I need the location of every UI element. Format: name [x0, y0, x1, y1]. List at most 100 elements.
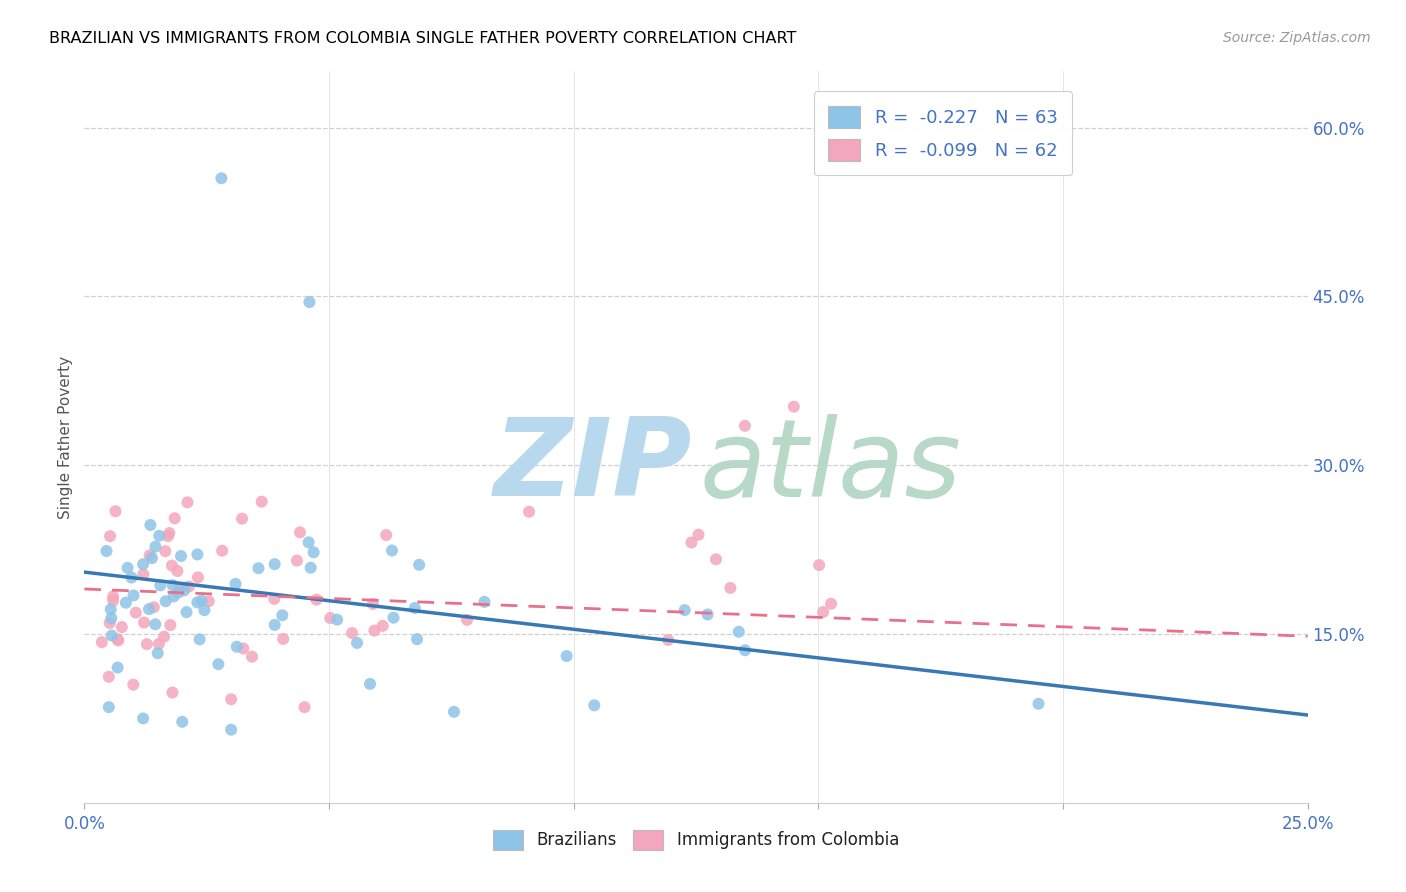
Point	[172, 714, 194, 729]
Text: atlas: atlas	[700, 414, 962, 519]
Point	[808, 558, 831, 573]
Point	[197, 594, 219, 608]
Point	[361, 597, 384, 611]
Point	[250, 494, 273, 508]
Point	[193, 603, 215, 617]
Point	[96, 544, 118, 558]
Point	[98, 615, 121, 630]
Point	[104, 504, 127, 518]
Point	[143, 617, 166, 632]
Point	[157, 526, 180, 541]
Point	[162, 578, 184, 592]
Point	[1028, 697, 1050, 711]
Point	[107, 632, 129, 647]
Point	[404, 601, 426, 615]
Point	[811, 605, 834, 619]
Point	[100, 602, 122, 616]
Point	[173, 583, 195, 598]
Point	[135, 637, 157, 651]
Point	[408, 558, 430, 572]
Point	[456, 613, 478, 627]
Point	[97, 700, 120, 714]
Point	[148, 637, 170, 651]
Point	[263, 557, 285, 571]
Point	[298, 295, 321, 310]
Point	[117, 561, 139, 575]
Point	[340, 626, 363, 640]
Point	[673, 603, 696, 617]
Point	[160, 558, 183, 573]
Point	[359, 677, 381, 691]
Point	[346, 636, 368, 650]
Point	[176, 605, 198, 619]
Point	[138, 549, 160, 563]
Point	[100, 628, 122, 642]
Point	[141, 551, 163, 566]
Point	[263, 591, 285, 606]
Text: Source: ZipAtlas.com: Source: ZipAtlas.com	[1223, 31, 1371, 45]
Point	[382, 610, 405, 624]
Point	[232, 641, 254, 656]
Point	[207, 657, 229, 672]
Text: ZIP: ZIP	[494, 413, 692, 519]
Point	[162, 685, 184, 699]
Point	[299, 560, 322, 574]
Point	[247, 561, 270, 575]
Y-axis label: Single Father Poverty: Single Father Poverty	[58, 356, 73, 518]
Point	[97, 670, 120, 684]
Point	[294, 700, 316, 714]
Point	[155, 544, 177, 558]
Point	[153, 630, 176, 644]
Point	[443, 705, 465, 719]
Point	[167, 585, 190, 599]
Point	[734, 418, 756, 433]
Point	[132, 615, 155, 630]
Point	[122, 589, 145, 603]
Text: BRAZILIAN VS IMMIGRANTS FROM COLOMBIA SINGLE FATHER POVERTY CORRELATION CHART: BRAZILIAN VS IMMIGRANTS FROM COLOMBIA SI…	[49, 31, 797, 46]
Point	[107, 660, 129, 674]
Point	[163, 590, 186, 604]
Point	[125, 606, 148, 620]
Point	[820, 597, 842, 611]
Point	[188, 632, 211, 647]
Point	[166, 564, 188, 578]
Point	[225, 577, 247, 591]
Point	[132, 558, 155, 572]
Point	[704, 552, 727, 566]
Point	[225, 640, 247, 654]
Point	[100, 611, 122, 625]
Point	[115, 596, 138, 610]
Point	[371, 619, 394, 633]
Point	[121, 570, 143, 584]
Point	[727, 624, 749, 639]
Point	[517, 505, 540, 519]
Point	[319, 611, 342, 625]
Point	[263, 618, 285, 632]
Point	[90, 635, 112, 649]
Point	[98, 529, 121, 543]
Point	[583, 698, 606, 713]
Point	[155, 594, 177, 608]
Point	[681, 535, 703, 549]
Point	[240, 649, 263, 664]
Point	[734, 643, 756, 657]
Point	[169, 581, 191, 595]
Point	[139, 518, 162, 533]
Point	[148, 529, 170, 543]
Point	[696, 607, 718, 622]
Point	[688, 527, 710, 541]
Point	[132, 711, 155, 725]
Point	[231, 511, 253, 525]
Point	[298, 535, 321, 549]
Point	[219, 723, 242, 737]
Point	[176, 495, 198, 509]
Legend: Brazilians, Immigrants from Colombia: Brazilians, Immigrants from Colombia	[486, 823, 905, 856]
Point	[186, 595, 208, 609]
Point	[375, 528, 398, 542]
Point	[381, 543, 404, 558]
Point	[186, 548, 208, 562]
Point	[132, 567, 155, 582]
Point	[163, 511, 186, 525]
Point	[159, 618, 181, 632]
Point	[107, 633, 129, 648]
